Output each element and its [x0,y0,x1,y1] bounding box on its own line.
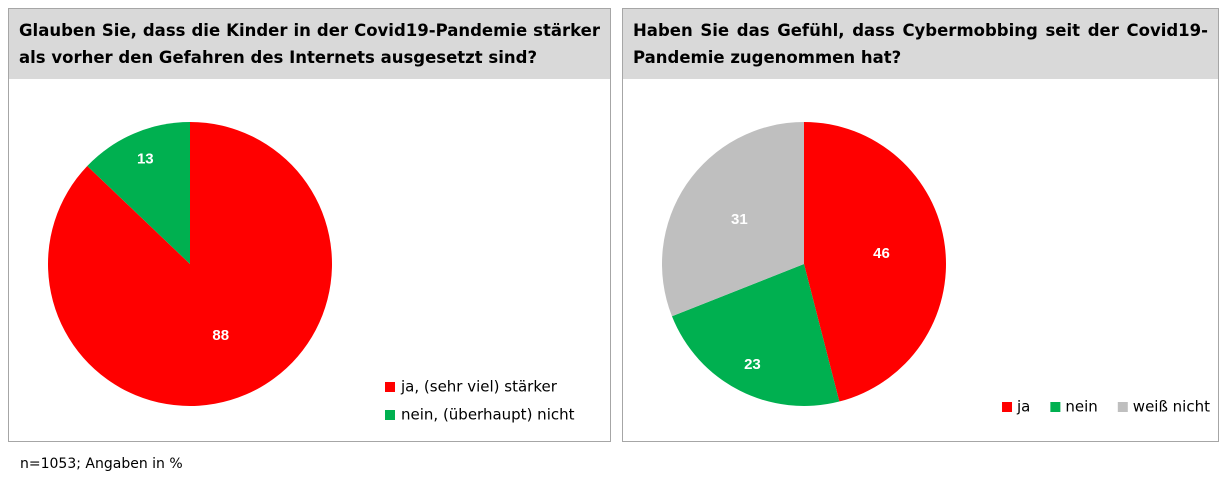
pie-slice [48,122,333,407]
data-label: 46 [873,245,890,262]
pie-slice [671,264,840,407]
chart-title: Haben Sie das Gefühl, dass Cybermobbing … [623,9,1218,79]
legend-swatch [385,410,395,420]
legend-swatch [1050,402,1061,412]
legend-label: weiß nicht [1133,398,1210,416]
data-label: 88 [212,327,229,344]
footnote: n=1053; Angaben in % [20,456,183,472]
legend-swatch [1117,402,1128,412]
legend-swatch [1002,402,1013,412]
data-label: 13 [137,151,154,168]
data-label: 31 [731,211,748,228]
pie-slice [662,122,804,317]
chart-panel: Haben Sie das Gefühl, dass Cybermobbing … [622,8,1219,442]
legend-label: nein [1065,398,1097,416]
legend: ja nein weiß nicht [1002,398,1210,416]
legend-label: ja, (sehr viel) stärker [400,378,558,396]
data-label: 23 [744,356,761,373]
legend-label: ja [1016,398,1030,416]
legend-swatch [385,382,395,392]
chart-panel: Glauben Sie, dass die Kinder in der Covi… [8,8,611,442]
chart-title: Glauben Sie, dass die Kinder in der Covi… [9,9,610,79]
legend-label: nein, (überhaupt) nicht [401,406,575,424]
pie-slice [87,122,190,264]
pie-slice [804,122,946,402]
